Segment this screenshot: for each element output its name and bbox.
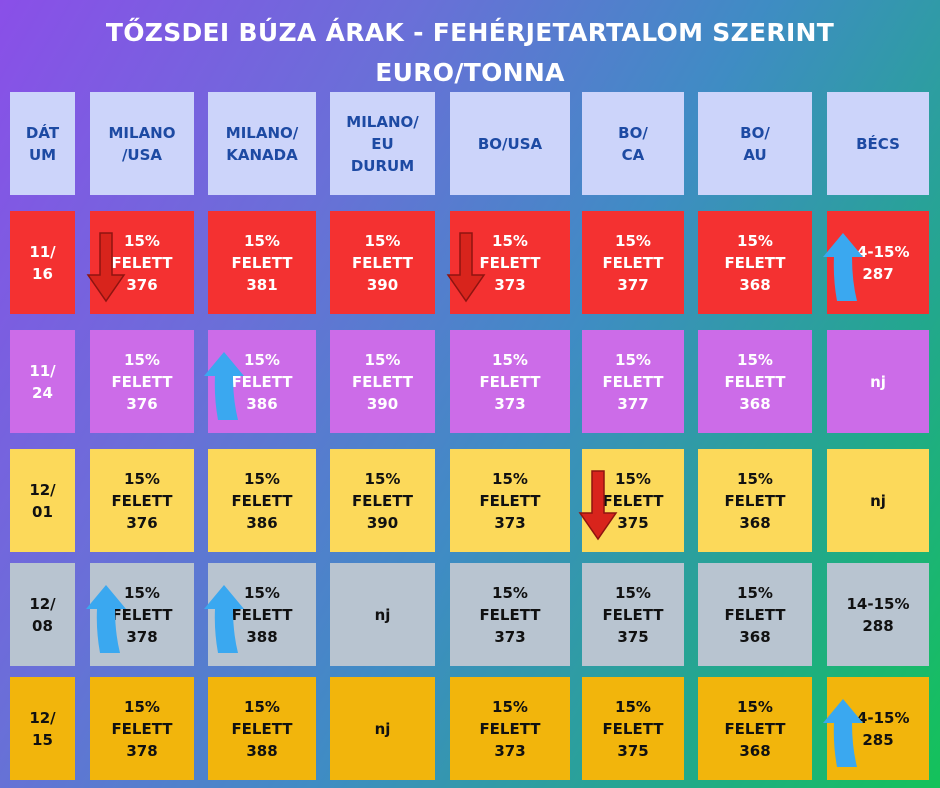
header-cell-5: BO/ CA	[582, 92, 684, 195]
price-cell-r2-c4: 15% FELETT 373	[450, 449, 570, 552]
price-cell-r3-c5: 15% FELETT 375	[582, 563, 684, 666]
price-cell-r2-c4-text: 15% FELETT 373	[479, 469, 541, 532]
up-arrow-icon	[86, 585, 126, 653]
price-cell-r3-c3: nj	[330, 563, 435, 666]
up-arrow-icon	[204, 352, 244, 420]
price-cell-r4-c3: nj	[330, 677, 435, 780]
date-cell-row-0-text: 11/ 16	[29, 242, 56, 283]
price-cell-r2-c7-text: nj	[870, 491, 886, 510]
price-cell-r0-c5-text: 15% FELETT 377	[602, 231, 664, 294]
price-cell-r3-c2-text: 15% FELETT 388	[231, 583, 293, 646]
price-cell-r3-c4: 15% FELETT 373	[450, 563, 570, 666]
down-arrow-icon	[446, 232, 486, 303]
date-cell-row-1-text: 11/ 24	[29, 361, 56, 402]
header-cell-2-text: MILANO/ KANADA	[225, 123, 299, 164]
title-line-1: TŐZSDEI BÚZA ÁRAK - FEHÉRJETARTALOM SZER…	[105, 18, 835, 47]
price-cell-r3-c7: 14-15% 288	[827, 563, 929, 666]
price-cell-r0-c5: 15% FELETT 377	[582, 211, 684, 314]
date-cell-row-3: 12/ 08	[10, 563, 75, 666]
up-arrow-icon	[204, 585, 244, 653]
price-cell-r4-c2: 15% FELETT 388	[208, 677, 316, 780]
price-cell-r4-c1: 15% FELETT 378	[90, 677, 194, 780]
header-cell-4: BO/USA	[450, 92, 570, 195]
price-cell-r1-c1: 15% FELETT 376	[90, 330, 194, 433]
date-cell-row-1: 11/ 24	[10, 330, 75, 433]
price-cell-r2-c5-text: 15% FELETT 375	[602, 469, 664, 532]
price-cell-r1-c4: 15% FELETT 373	[450, 330, 570, 433]
price-cell-r0-c2: 15% FELETT 381	[208, 211, 316, 314]
header-cell-7-text: BÉCS	[856, 134, 900, 153]
title-line-2: EURO/TONNA	[375, 58, 565, 87]
price-cell-r2-c1: 15% FELETT 376	[90, 449, 194, 552]
price-cell-r4-c5: 15% FELETT 375	[582, 677, 684, 780]
date-cell-row-0: 11/ 16	[10, 211, 75, 314]
header-cell-3: MILANO/ EU DURUM	[330, 92, 435, 195]
price-cell-r1-c5-text: 15% FELETT 377	[602, 350, 664, 413]
header-cell-6: BO/ AU	[698, 92, 812, 195]
header-cell-7: BÉCS	[827, 92, 929, 195]
price-cell-r0-c2-text: 15% FELETT 381	[231, 231, 293, 294]
price-cell-r2-c2-text: 15% FELETT 386	[231, 469, 293, 532]
header-cell-4-text: BO/USA	[477, 134, 543, 153]
date-cell-row-3-text: 12/ 08	[29, 594, 56, 635]
header-cell-2: MILANO/ KANADA	[208, 92, 316, 195]
price-cell-r2-c3-text: 15% FELETT 390	[351, 469, 414, 532]
header-cell-3-text: MILANO/ EU DURUM	[346, 112, 419, 175]
up-arrow-icon	[823, 233, 863, 301]
price-cell-r4-c6-text: 15% FELETT 368	[724, 697, 786, 760]
up-arrow-icon	[823, 699, 863, 767]
price-cell-r4-c4-text: 15% FELETT 373	[479, 697, 541, 760]
price-cell-r0-c3: 15% FELETT 390	[330, 211, 435, 314]
price-cell-r2-c6: 15% FELETT 368	[698, 449, 812, 552]
price-cell-r3-c7-text: 14-15% 288	[846, 594, 910, 635]
header-cell-6-text: BO/ AU	[740, 123, 770, 164]
price-cell-r4-c3-text: nj	[374, 719, 391, 738]
price-cell-r1-c1-text: 15% FELETT 376	[111, 350, 173, 413]
date-cell-row-2: 12/ 01	[10, 449, 75, 552]
date-cell-row-4: 12/ 15	[10, 677, 75, 780]
price-cell-r0-c4-text: 15% FELETT 373	[479, 231, 541, 294]
down-arrow-icon	[578, 470, 618, 541]
price-cell-r1-c5: 15% FELETT 377	[582, 330, 684, 433]
price-cell-r1-c7: nj	[827, 330, 929, 433]
header-cell-0: DÁT UM	[10, 92, 75, 195]
header-cell-0-text: DÁT UM	[25, 123, 60, 164]
price-cell-r1-c7-text: nj	[870, 372, 886, 391]
price-cell-r2-c1-text: 15% FELETT 376	[111, 469, 173, 532]
header-cell-1-text: MILANO /USA	[108, 123, 176, 164]
price-cell-r1-c2-text: 15% FELETT 386	[231, 350, 293, 413]
date-cell-row-4-text: 12/ 15	[29, 708, 56, 749]
price-cell-r1-c3: 15% FELETT 390	[330, 330, 435, 433]
price-cell-r1-c4-text: 15% FELETT 373	[479, 350, 541, 413]
price-cell-r3-c6: 15% FELETT 368	[698, 563, 812, 666]
price-cell-r1-c3-text: 15% FELETT 390	[351, 350, 414, 413]
price-cell-r4-c1-text: 15% FELETT 378	[111, 697, 173, 760]
price-cell-r4-c5-text: 15% FELETT 375	[602, 697, 664, 760]
price-cell-r4-c2-text: 15% FELETT 388	[231, 697, 293, 760]
price-cell-r2-c6-text: 15% FELETT 368	[724, 469, 786, 532]
price-cell-r0-c6-text: 15% FELETT 368	[724, 231, 786, 294]
header-cell-5-text: BO/ CA	[618, 123, 648, 164]
down-arrow-icon	[86, 232, 126, 303]
date-cell-row-2-text: 12/ 01	[29, 480, 56, 521]
price-cell-r4-c4: 15% FELETT 373	[450, 677, 570, 780]
price-cell-r0-c1-text: 15% FELETT 376	[111, 231, 173, 294]
price-cell-r3-c6-text: 15% FELETT 368	[724, 583, 786, 646]
price-cell-r2-c2: 15% FELETT 386	[208, 449, 316, 552]
price-cell-r3-c3-text: nj	[374, 605, 391, 624]
price-cell-r4-c6: 15% FELETT 368	[698, 677, 812, 780]
price-cell-r0-c7-text: 14-15% 287	[846, 242, 910, 283]
header-cell-1: MILANO /USA	[90, 92, 194, 195]
price-cell-r3-c4-text: 15% FELETT 373	[479, 583, 541, 646]
price-cell-r3-c1-text: 15% FELETT 378	[111, 583, 173, 646]
price-cell-r0-c6: 15% FELETT 368	[698, 211, 812, 314]
price-cell-r1-c6: 15% FELETT 368	[698, 330, 812, 433]
price-cell-r3-c5-text: 15% FELETT 375	[602, 583, 664, 646]
price-cell-r2-c3: 15% FELETT 390	[330, 449, 435, 552]
price-cell-r2-c7: nj	[827, 449, 929, 552]
price-cell-r4-c7-text: 14-15% 285	[846, 708, 910, 749]
price-cell-r1-c6-text: 15% FELETT 368	[724, 350, 786, 413]
price-cell-r0-c3-text: 15% FELETT 390	[351, 231, 414, 294]
